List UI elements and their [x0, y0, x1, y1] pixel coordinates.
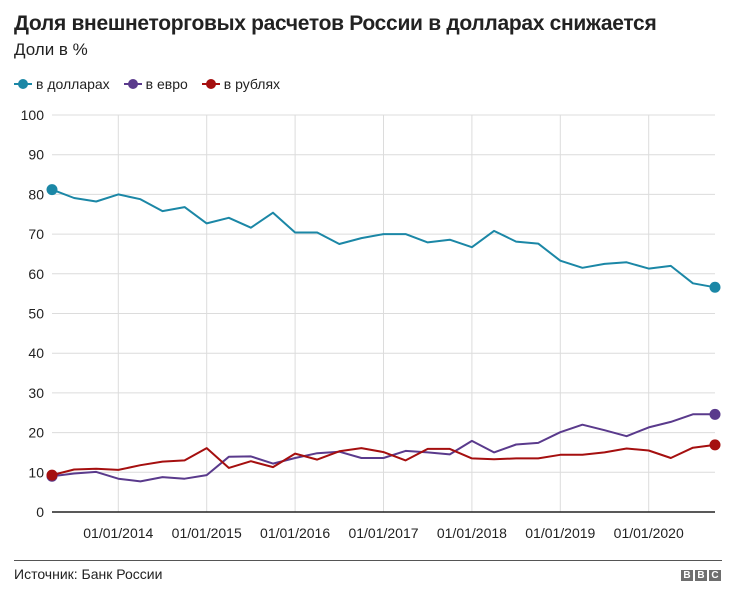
bbc-logo-letter: B: [681, 570, 693, 581]
end-point-marker: [709, 281, 721, 293]
end-point-marker: [709, 408, 721, 420]
x-tick-label: 01/01/2018: [437, 525, 507, 541]
x-tick-label: 01/01/2014: [83, 525, 153, 541]
y-tick-label: 70: [28, 226, 44, 242]
y-tick-label: 30: [28, 385, 44, 401]
x-tick-label: 01/01/2019: [525, 525, 595, 541]
y-tick-label: 10: [28, 464, 44, 480]
legend-label: в евро: [145, 76, 188, 92]
series-line: [51, 413, 715, 483]
legend-item-usd: в долларах: [14, 76, 110, 92]
line-dot-icon: [201, 78, 220, 90]
grid-lines: [52, 114, 715, 512]
line-dot-icon: [123, 78, 142, 90]
y-tick-label: 20: [28, 425, 44, 441]
y-tick-label: 60: [28, 266, 44, 282]
y-tick-label: 100: [21, 107, 45, 123]
y-tick-label: 80: [28, 186, 44, 202]
legend-label: в долларах: [36, 76, 110, 92]
start-point-marker: [46, 469, 58, 481]
chart-title: Доля внешнеторговых расчетов России в до…: [14, 12, 657, 35]
footer-divider: [14, 560, 722, 561]
x-tick-label: 01/01/2016: [260, 525, 330, 541]
end-point-marker: [709, 439, 721, 451]
y-tick-label: 50: [28, 306, 44, 322]
legend-label: в рублях: [223, 76, 281, 92]
x-tick-label: 01/01/2020: [614, 525, 684, 541]
bbc-logo-letter: B: [695, 570, 707, 581]
legend: в долларах в евро в рублях: [14, 76, 280, 92]
bbc-logo-letter: C: [709, 570, 721, 581]
line-dot-icon: [14, 78, 32, 90]
bbc-logo: B B C: [681, 570, 721, 581]
source-note: Источник: Банк России: [14, 566, 163, 582]
y-tick-label: 40: [28, 345, 44, 361]
series-line: [51, 443, 716, 477]
x-axis: 01/01/2014 01/01/2015 01/01/2016 01/01/2017…: [52, 511, 715, 541]
legend-item-eur: в евро: [123, 76, 188, 92]
series-line: [51, 188, 716, 289]
y-axis: 0 10 20 30 40 50 60 70 80 90 100: [21, 107, 45, 520]
x-tick-label: 01/01/2015: [172, 525, 242, 541]
start-point-marker: [46, 184, 58, 196]
y-tick-label: 0: [36, 504, 44, 520]
y-tick-label: 90: [28, 147, 44, 163]
chart-subtitle: Доли в %: [14, 40, 88, 59]
series-lines: [46, 184, 721, 483]
legend-item-rub: в рублях: [201, 76, 281, 92]
x-tick-label: 01/01/2017: [348, 525, 418, 541]
